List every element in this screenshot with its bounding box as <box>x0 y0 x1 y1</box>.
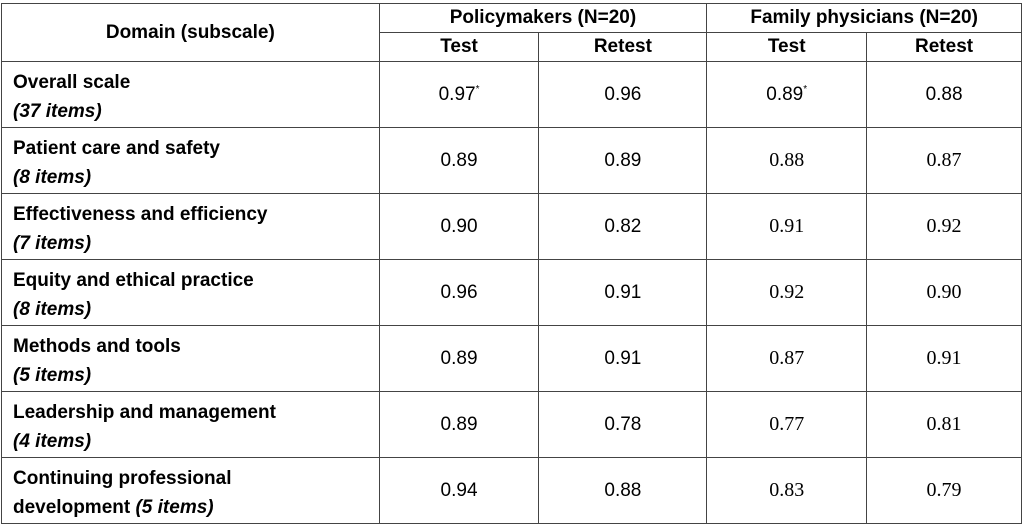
value-cell: 0.83 <box>706 457 868 524</box>
significance-mark: * <box>475 83 480 95</box>
value-cell: 0.91 <box>866 325 1022 392</box>
value-cell: 0.91 <box>538 259 708 326</box>
domain-cell: Equity and ethical practice (8 items) <box>1 259 380 326</box>
value-cell: 0.88 <box>866 61 1022 128</box>
value-cell: 0.89 <box>378 391 540 458</box>
value-cell: 0.92 <box>866 193 1022 260</box>
domain-cell: Methods and tools (5 items) <box>1 325 380 392</box>
value-cell: 0.88 <box>706 127 868 194</box>
domain-name: Patient care and safety <box>13 138 220 159</box>
value-cell: 0.87 <box>866 127 1022 194</box>
policymakers-header: Policymakers (N=20) <box>378 3 708 33</box>
item-count: (4 items) <box>13 431 92 452</box>
physicians-test-header: Test <box>706 32 868 62</box>
value-cell: 0.88 <box>538 457 708 524</box>
value-cell: 0.82 <box>538 193 708 260</box>
value-cell: 0.90 <box>378 193 540 260</box>
domain-name: Leadership and management <box>13 402 276 423</box>
item-count: (8 items) <box>13 167 92 188</box>
table-row: Leadership and management (4 items) 0.89… <box>1 391 1022 458</box>
value-cell: 0.89* <box>706 61 868 128</box>
value-cell: 0.96 <box>378 259 540 326</box>
item-count: (8 items) <box>13 299 92 320</box>
item-count: (5 items) <box>13 365 92 386</box>
domain-name: Continuing professional <box>13 468 232 489</box>
family-physicians-header: Family physicians (N=20) <box>706 3 1022 33</box>
item-count: (37 items) <box>13 101 102 122</box>
domain-name: Equity and ethical practice <box>13 270 254 291</box>
value-cell: 0.90 <box>866 259 1022 326</box>
value-cell: 0.81 <box>866 391 1022 458</box>
table-row: Patient care and safety (8 items) 0.89 0… <box>1 127 1022 194</box>
domain-cell: Overall scale (37 items) <box>1 61 380 128</box>
value-cell: 0.92 <box>706 259 868 326</box>
value-cell: 0.97* <box>378 61 540 128</box>
value-cell: 0.89 <box>378 127 540 194</box>
domain-cell: Patient care and safety (8 items) <box>1 127 380 194</box>
policymakers-retest-header: Retest <box>538 32 708 62</box>
item-count: (7 items) <box>13 233 92 254</box>
value-cell: 0.77 <box>706 391 868 458</box>
domain-header: Domain (subscale) <box>1 3 380 62</box>
domain-name: Effectiveness and efficiency <box>13 204 268 225</box>
domain-cell: Leadership and management (4 items) <box>1 391 380 458</box>
value-cell: 0.91 <box>538 325 708 392</box>
domain-cell: Effectiveness and efficiency (7 items) <box>1 193 380 260</box>
value-cell: 0.87 <box>706 325 868 392</box>
value-cell: 0.89 <box>378 325 540 392</box>
value-cell: 0.96 <box>538 61 708 128</box>
domain-name: Methods and tools <box>13 336 181 357</box>
value-cell: 0.94 <box>378 457 540 524</box>
value-cell: 0.78 <box>538 391 708 458</box>
table-row: Equity and ethical practice (8 items) 0.… <box>1 259 1022 326</box>
policymakers-test-header: Test <box>378 32 540 62</box>
domain-name: Overall scale <box>13 72 131 93</box>
table-row: Continuing professional development (5 i… <box>1 457 1022 524</box>
domain-cell: Continuing professional development (5 i… <box>1 457 380 524</box>
table-row: Methods and tools (5 items) 0.89 0.91 0.… <box>1 325 1022 392</box>
reliability-table: Domain (subscale) Policymakers (N=20) Fa… <box>1 3 1022 524</box>
value-cell: 0.79 <box>866 457 1022 524</box>
physicians-retest-header: Retest <box>866 32 1022 62</box>
significance-mark: * <box>803 83 808 95</box>
value-cell: 0.89 <box>538 127 708 194</box>
table-row: Effectiveness and efficiency (7 items) 0… <box>1 193 1022 260</box>
table-row: Overall scale (37 items) 0.97* 0.96 0.89… <box>1 61 1022 128</box>
value-cell: 0.91 <box>706 193 868 260</box>
